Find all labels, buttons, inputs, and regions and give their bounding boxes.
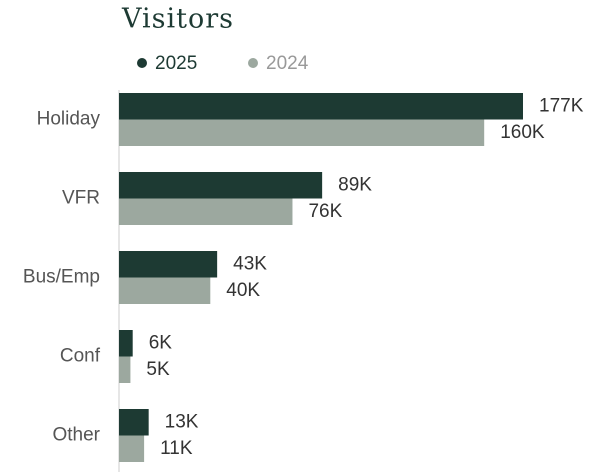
data-label: 13K [165, 411, 199, 432]
chart-title: Visitors [121, 4, 234, 35]
bar [119, 198, 293, 225]
bar [119, 409, 149, 436]
bar [119, 330, 133, 357]
legend-marker [137, 58, 147, 68]
y-tick-label: VFR [62, 188, 100, 209]
legend-marker [248, 58, 258, 68]
bar [119, 277, 211, 304]
y-tick-label: Bus/Emp [23, 267, 100, 288]
bar [119, 356, 131, 383]
data-label: 89K [338, 174, 372, 195]
y-tick-label: Other [52, 425, 100, 446]
data-label: 40K [226, 280, 260, 301]
data-label: 43K [233, 253, 267, 274]
bar [119, 93, 523, 120]
bar [119, 251, 218, 278]
bar [119, 172, 323, 199]
bar [119, 119, 485, 146]
data-label: 5K [146, 359, 170, 380]
data-label: 11K [160, 438, 193, 459]
y-tick-label: Holiday [37, 109, 101, 130]
data-label: 6K [149, 332, 173, 353]
legend-label: 2024 [266, 53, 309, 74]
bar [119, 435, 145, 462]
data-label: 177K [539, 95, 584, 116]
data-label: 76K [308, 201, 342, 222]
data-label: 160K [500, 122, 545, 143]
y-tick-label: Conf [60, 346, 101, 367]
legend-label: 2025 [155, 53, 197, 74]
